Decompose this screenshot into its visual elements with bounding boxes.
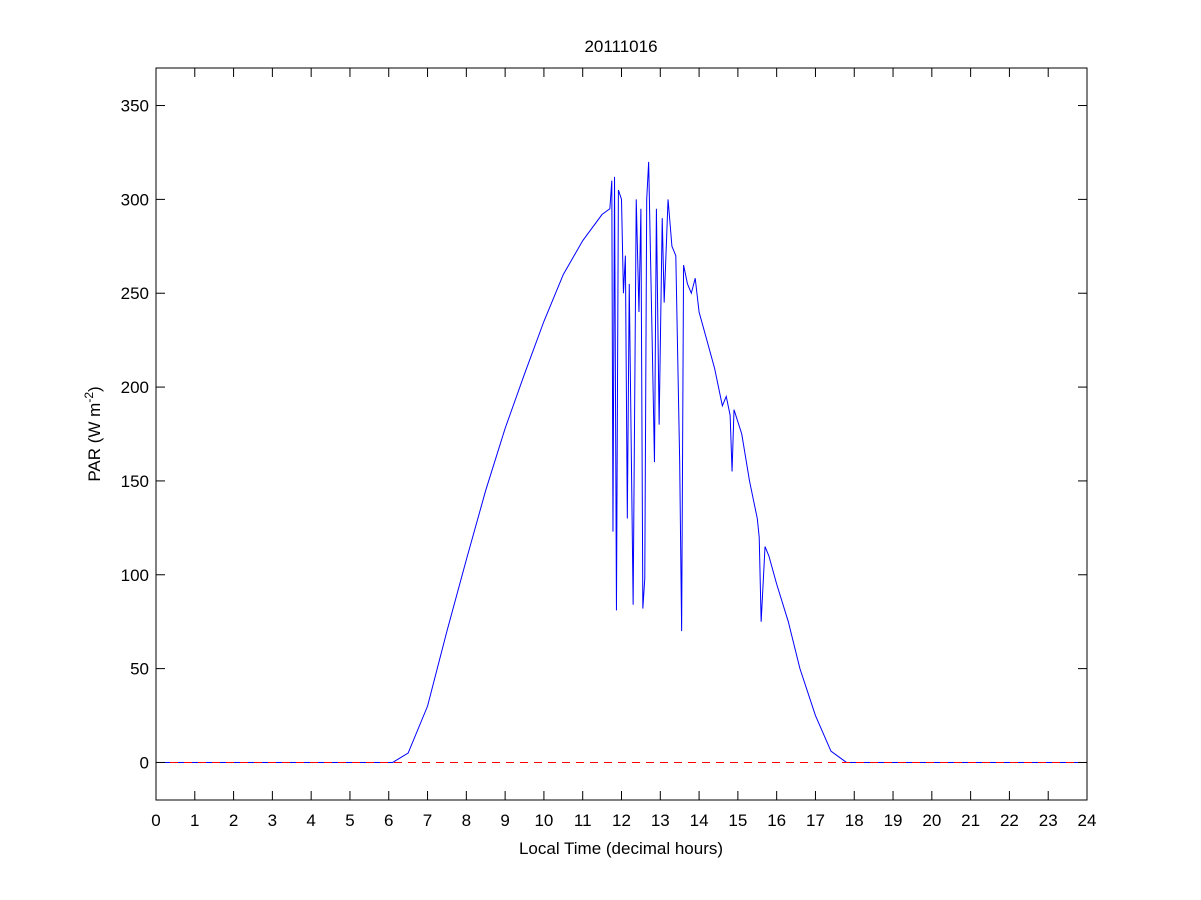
x-tick-label: 18 [845,811,864,830]
x-tick-label: 20 [922,811,941,830]
data-line [156,161,1087,763]
x-tick-label: 21 [961,811,980,830]
x-tick-label: 7 [423,811,432,830]
y-tick-label: 300 [121,190,149,209]
x-tick-label: 2 [229,811,238,830]
y-tick-label: 100 [121,566,149,585]
y-axis-label: PAR (W m-2) [82,386,104,481]
y-tick-label: 350 [121,97,149,116]
x-axis-label: Local Time (decimal hours) [519,839,723,858]
y-tick-label: 150 [121,472,149,491]
y-tick-label: 0 [140,753,149,772]
x-tick-label: 23 [1039,811,1058,830]
chart-title: 20111016 [584,37,657,56]
x-tick-label: 16 [767,811,786,830]
x-tick-label: 11 [574,811,592,830]
x-tick-label: 14 [690,811,709,830]
x-tick-label: 3 [268,811,277,830]
x-tick-label: 6 [384,811,393,830]
x-tick-label: 24 [1078,811,1097,830]
x-tick-label: 17 [806,811,825,830]
x-tick-label: 1 [190,811,199,830]
y-tick-label: 250 [121,284,149,303]
x-tick-label: 4 [306,811,315,830]
x-tick-label: 8 [462,811,471,830]
y-label-end: ) [85,386,104,392]
x-tick-label: 15 [728,811,747,830]
x-tick-label: 10 [534,811,553,830]
x-tick-label: 9 [500,811,509,830]
y-tick-label: 50 [130,660,149,679]
x-tick-label: 12 [612,811,631,830]
x-tick-label: 0 [151,811,160,830]
y-tick-label: 200 [121,378,149,397]
x-tick-label: 19 [884,811,903,830]
x-tick-label: 22 [1000,811,1019,830]
x-tick-label: 5 [345,811,354,830]
y-label-sup: -2 [82,392,96,403]
y-label-text: PAR (W m [85,403,104,482]
x-tick-label: 13 [651,811,670,830]
